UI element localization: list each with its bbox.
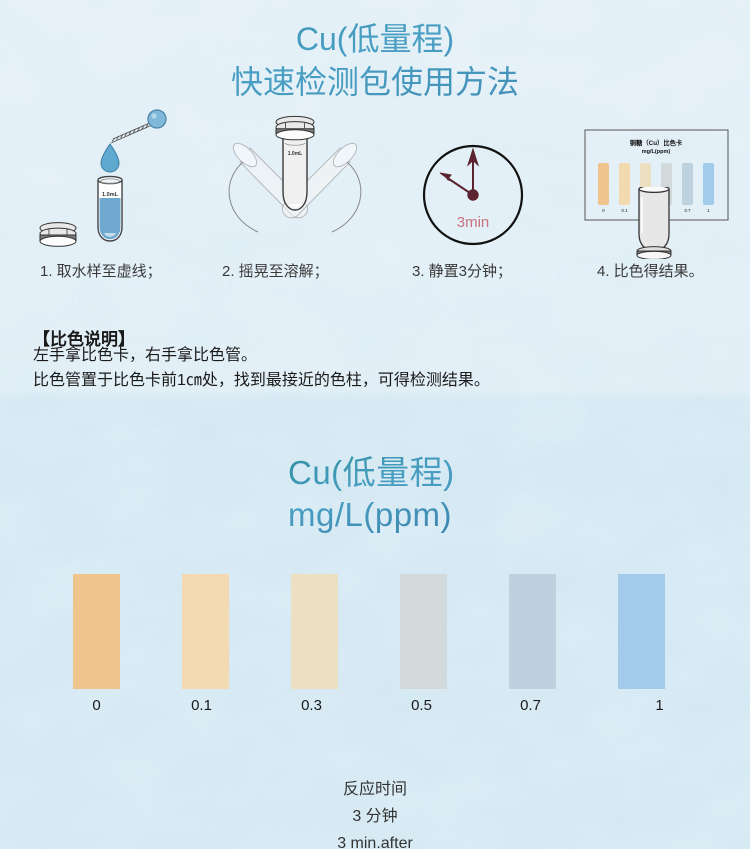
svg-text:1: 1 [707, 208, 710, 213]
svg-text:1.0mL: 1.0mL [102, 192, 119, 198]
svg-text:0: 0 [602, 208, 605, 213]
svg-text:1.0mL: 1.0mL [288, 151, 302, 157]
svg-text:3min: 3min [457, 214, 490, 231]
svg-text:铜糖（Cu）比色卡: 铜糖（Cu）比色卡 [630, 138, 683, 147]
svg-text:0.1: 0.1 [622, 208, 629, 213]
svg-text:mg/L(ppm): mg/L(ppm) [642, 149, 671, 155]
svg-text:0.7: 0.7 [685, 208, 692, 213]
